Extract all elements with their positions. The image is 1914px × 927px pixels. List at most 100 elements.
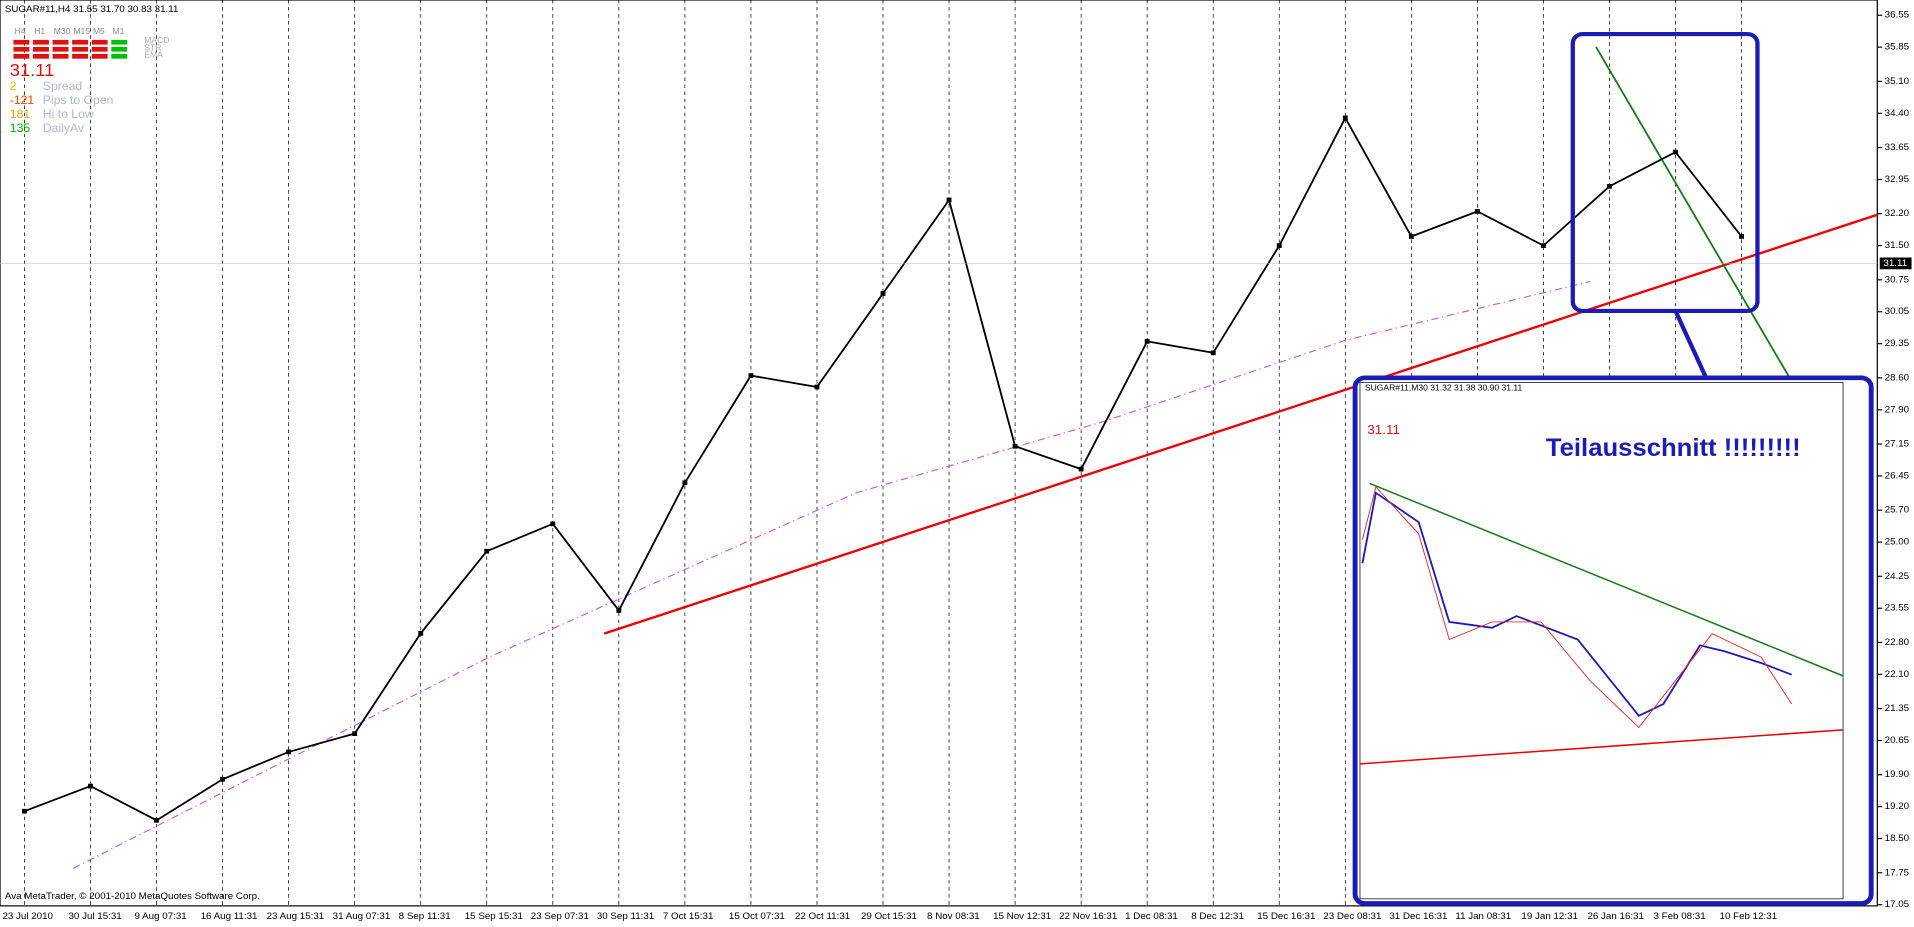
stat-label: Pips to Open [43, 93, 114, 107]
y-tick-label: 28.60 [1885, 373, 1909, 384]
signal-block [72, 53, 89, 59]
y-tick-label: 34.40 [1885, 108, 1909, 119]
price-point [154, 817, 159, 823]
y-tick-label: 19.90 [1885, 769, 1909, 780]
inset-caption: Teilausschnitt !!!!!!!!! [1546, 434, 1801, 461]
x-tick-label: 26 Jan 16:31 [1587, 911, 1644, 922]
price-point [1012, 443, 1018, 449]
x-tick-label: 9 Aug 07:31 [135, 911, 187, 922]
y-tick-label: 22.80 [1885, 637, 1909, 648]
price-point [1673, 149, 1678, 155]
x-tick-label: 23 Dec 08:31 [1323, 911, 1381, 922]
timeframe: M1 [113, 26, 125, 36]
y-tick-label: 33.65 [1885, 142, 1909, 153]
x-tick-label: 30 Jul 15:31 [68, 911, 121, 922]
y-tick-label: 30.05 [1885, 306, 1909, 317]
signal-block [33, 46, 49, 52]
y-tick-label: 17.05 [1885, 899, 1909, 910]
stat-value: -121 [10, 93, 35, 107]
price-point [814, 384, 820, 390]
price-point [748, 373, 754, 378]
price-point [220, 776, 226, 782]
price-point [88, 783, 93, 789]
inset-ema [1361, 491, 1793, 717]
price-point [352, 731, 358, 737]
price-point [682, 480, 688, 486]
x-tick-label: 23 Jul 2010 [2, 911, 53, 922]
x-tick-label: 1 Dec 08:31 [1125, 911, 1178, 922]
price-point [946, 197, 952, 203]
x-tick-label: 15 Oct 07:31 [729, 911, 785, 922]
price-point [22, 808, 27, 814]
y-tick-label: 30.75 [1885, 274, 1909, 285]
y-tick-label: 17.75 [1885, 867, 1909, 878]
signal-block [52, 46, 69, 52]
timeframe: M30 [54, 26, 71, 36]
inset-plot [1359, 382, 1844, 900]
y-tick-label: 31.50 [1885, 240, 1909, 251]
x-tick-label: 15 Sep 15:31 [465, 911, 523, 922]
x-tick-label: 15 Nov 12:31 [993, 911, 1051, 922]
x-tick-label: 22 Oct 11:31 [795, 911, 850, 922]
timeframe: M5 [93, 26, 105, 36]
y-tick-label: 27.90 [1885, 404, 1909, 415]
signal-block [13, 46, 30, 52]
signal-block [13, 39, 30, 45]
price-point [1210, 350, 1216, 356]
inset-ma [1361, 485, 1793, 729]
signal-block [72, 39, 89, 45]
signal-block [33, 39, 49, 45]
y-tick-label: 19.20 [1885, 801, 1909, 812]
stat-label: DailyAv [43, 121, 84, 135]
highlight-box [1570, 31, 1760, 314]
y-tick-label: 27.15 [1885, 439, 1909, 450]
price-point [1474, 209, 1480, 214]
stat-label: Hi to Low [43, 107, 94, 121]
long-moving-average [73, 281, 1591, 869]
support-trendline [603, 213, 1878, 635]
price-point [880, 291, 886, 296]
y-tick-label: 35.10 [1885, 76, 1909, 87]
current-price: 31.11 [10, 61, 55, 81]
y-tick-label: 29.35 [1885, 338, 1909, 349]
signal-block [13, 53, 30, 59]
x-tick-label: 3 Feb 08:31 [1654, 911, 1706, 922]
price-point [1607, 183, 1612, 189]
inset: SUGAR#11,M30 31.32 31.38 30.90 31.11 31.… [1352, 375, 1874, 906]
copyright: Ava MetaTrader, © 2001-2010 MetaQuotes S… [5, 891, 260, 902]
indicator: STR [144, 42, 161, 52]
price-point [1342, 115, 1348, 121]
stat-value: 135 [10, 121, 31, 135]
indicator: MACD [144, 35, 169, 45]
price-point [550, 521, 556, 527]
signal-block [111, 46, 128, 52]
y-tick-label: 20.65 [1885, 735, 1909, 746]
series [0, 115, 1878, 823]
x-tick-label: 31 Aug 07:31 [333, 911, 391, 922]
price-point [616, 608, 622, 613]
y-tick-label: 32.95 [1885, 174, 1909, 185]
inset-price: 31.11 [1367, 422, 1400, 437]
connector [1673, 310, 1709, 379]
x-tick-label: 11 Jan 08:31 [1455, 911, 1511, 922]
signal-block [91, 53, 108, 59]
stat-label: Spread [43, 79, 82, 93]
x-tick-label: 23 Aug 15:31 [267, 911, 325, 922]
y-tick-label: 25.00 [1885, 537, 1909, 548]
y-tick-label: 22.10 [1885, 669, 1909, 680]
timeframe-row: H4 H1 M30 M15 M5 M1 [13, 26, 128, 59]
price-point [1078, 466, 1084, 472]
y-tick-label: 24.25 [1885, 571, 1909, 582]
timeframe: H4 [15, 26, 26, 36]
resistance-trendline [1595, 46, 1793, 382]
signal-block [91, 46, 108, 52]
x-tick-label: 29 Oct 15:31 [861, 911, 917, 922]
inset-title: SUGAR#11,M30 31.32 31.38 30.90 31.11 [1365, 383, 1523, 393]
y-tick-label: 25.70 [1885, 505, 1909, 516]
y-tick-label: 36.55 [1885, 10, 1909, 21]
inset-frame [1352, 375, 1874, 906]
x-tick-label: 8 Dec 12:31 [1191, 911, 1244, 922]
x-tick-label: 8 Nov 08:31 [927, 911, 980, 922]
signal-block [72, 46, 89, 52]
